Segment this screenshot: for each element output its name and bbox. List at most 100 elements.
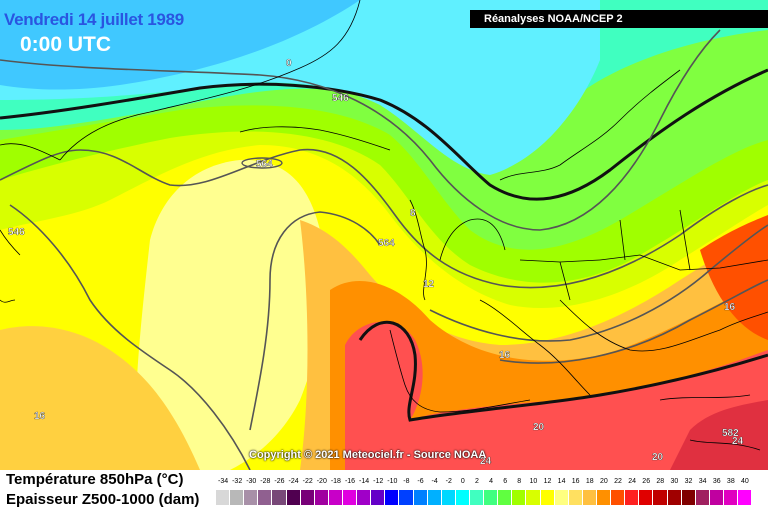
legend-swatch xyxy=(653,490,668,505)
legend-swatch xyxy=(357,490,372,505)
legend-tick-label: -32 xyxy=(232,478,243,485)
map-date: Vendredi 14 juillet 1989 xyxy=(4,10,184,29)
legend-tick-label: -8 xyxy=(403,478,410,485)
legend-tick-label: -16 xyxy=(344,478,356,485)
legend-tick-label: -20 xyxy=(316,478,327,485)
temp-zone-orange-light xyxy=(0,326,200,470)
thickness-contour-thin-6 xyxy=(499,279,768,364)
contour-label-16-east: 16 xyxy=(724,302,736,313)
legend-tick-label: -14 xyxy=(359,478,370,485)
legend-tick-label: 2 xyxy=(474,478,479,485)
legend-tick-label: 36 xyxy=(712,478,721,485)
thickness-contour-564-closed xyxy=(241,157,283,169)
legend-tick-label: 22 xyxy=(614,478,622,485)
legend-tick-label: -26 xyxy=(274,478,285,485)
legend-swatch xyxy=(484,490,499,505)
copyright-notice: Copyright © 2021 Meteociel.fr - Source N… xyxy=(249,449,487,461)
legend-swatch xyxy=(244,490,259,505)
legend-tick-label: 10 xyxy=(529,478,538,485)
contour-label-16-europe: 16 xyxy=(499,350,511,361)
legend-tick-label: 26 xyxy=(642,478,651,485)
thickness-contour-546-bold xyxy=(0,68,768,201)
legend-tick-label: 0 xyxy=(460,478,465,485)
contour-label-24-east: 24 xyxy=(732,436,744,447)
legend-temperature-title: Température 850hPa (°C) xyxy=(6,471,184,488)
legend-tick-label: 4 xyxy=(489,478,493,485)
legend-tick-label: 18 xyxy=(585,478,594,485)
legend-swatch xyxy=(314,490,329,505)
legend-swatch xyxy=(469,490,485,505)
legend-tick-label: 34 xyxy=(698,478,707,485)
legend-swatch xyxy=(272,490,287,505)
legend-tick-label: -2 xyxy=(445,478,452,485)
legend-thickness-title: Epaisseur Z500-1000 (dam) xyxy=(6,491,200,508)
legend-tick-label: 38 xyxy=(726,478,735,485)
legend-swatch xyxy=(681,490,696,505)
coastlines xyxy=(0,0,768,451)
legend-swatch xyxy=(625,490,640,505)
legend-swatch xyxy=(596,490,612,505)
temperature-map: 0 546 564 546 564 8 12 16 16 20 20 24 16… xyxy=(0,0,768,470)
thickness-contour-thin-1 xyxy=(0,29,721,231)
legend-tick-label: -24 xyxy=(288,478,299,485)
legend-swatch xyxy=(639,490,654,505)
legend-swatch xyxy=(328,490,343,505)
legend-swatch xyxy=(342,490,358,505)
legend-swatch xyxy=(399,490,414,505)
thickness-contour-thin-5 xyxy=(429,224,768,342)
legend-tick-label: 32 xyxy=(684,478,693,485)
contour-label-582: 582 xyxy=(722,428,739,439)
legend-color-scale xyxy=(216,490,753,505)
legend-swatch xyxy=(498,490,513,505)
legend-tick-label: 40 xyxy=(741,478,749,485)
contour-label-20-med: 20 xyxy=(533,422,545,433)
legend-tick-label: 14 xyxy=(557,478,566,485)
legend-swatch xyxy=(258,490,273,505)
map-time: 0:00 UTC xyxy=(20,33,112,56)
temp-zone-light-yellow xyxy=(135,159,324,470)
legend-swatch xyxy=(738,490,753,505)
thickness-contour-564-bold xyxy=(358,320,768,422)
legend-tick-label: 28 xyxy=(656,478,665,485)
legend-tick-label: -10 xyxy=(387,478,398,485)
legend-tick-label: 16 xyxy=(571,478,580,485)
legend-swatch xyxy=(371,490,386,505)
thickness-contour-thin-3 xyxy=(9,204,251,470)
legend-swatch xyxy=(441,490,456,505)
legend-scale-labels: -34 -32 -30 -28 -26 -24 -22 -20 -18 -16 -14 -12 -10-… xyxy=(216,478,752,488)
temp-zone-deep-red xyxy=(670,400,768,470)
legend-tick-label: 8 xyxy=(517,478,522,485)
legend-tick-label: 24 xyxy=(628,478,636,485)
legend-swatch xyxy=(695,490,710,505)
contour-label-20-south: 20 xyxy=(652,452,664,463)
legend-swatch xyxy=(512,490,527,505)
legend-swatch xyxy=(427,490,442,505)
contour-label-0: 0 xyxy=(286,58,292,69)
legend-swatch xyxy=(413,490,428,505)
legend-tick-label: -30 xyxy=(246,478,257,485)
legend-tick-label: 20 xyxy=(599,478,608,485)
legend-tick-label: -28 xyxy=(260,478,271,485)
contour-label-12: 12 xyxy=(423,279,435,290)
legend-swatch xyxy=(554,490,569,505)
thickness-contour-thin-2 xyxy=(0,148,768,289)
legend-tick-label: -12 xyxy=(373,478,384,485)
data-source-banner: Réanalyses NOAA/NCEP 2 xyxy=(470,10,768,28)
legend-tick-label: -22 xyxy=(302,478,313,485)
temp-zone-red-east xyxy=(700,215,768,340)
legend-tick-label: -18 xyxy=(330,478,341,485)
legend-swatch xyxy=(540,490,555,505)
contour-label-8: 8 xyxy=(410,208,416,219)
legend-tick-label: -34 xyxy=(217,478,229,485)
legend-swatch xyxy=(385,490,400,505)
legend-swatch xyxy=(455,490,470,505)
legend-swatch xyxy=(568,490,583,505)
legend-tick-label: -6 xyxy=(417,478,424,485)
contour-label-24-south: 24 xyxy=(480,456,492,467)
legend-swatch xyxy=(230,490,245,505)
legend-tick-label: 30 xyxy=(670,478,679,485)
contour-label-16-atlantic: 16 xyxy=(34,411,46,422)
legend-tick-label: -4 xyxy=(431,478,438,485)
legend-swatch xyxy=(300,490,315,505)
